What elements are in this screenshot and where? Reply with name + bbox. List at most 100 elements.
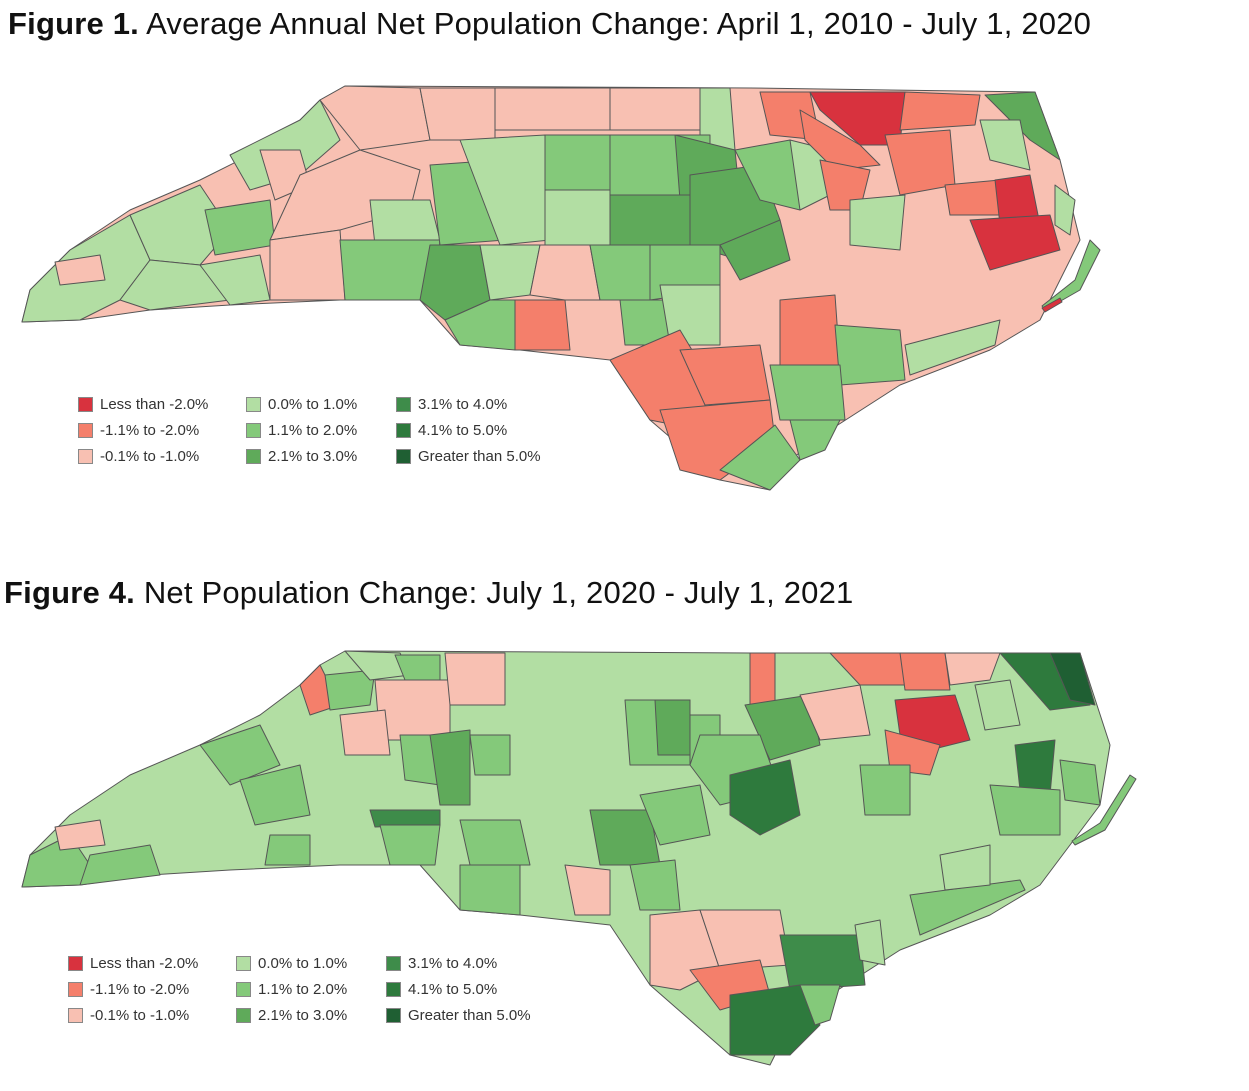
- county: [799, 984, 841, 1026]
- county: [989, 784, 1061, 836]
- county: [789, 419, 841, 461]
- legend-label: 0.0% to 1.0%: [268, 396, 358, 413]
- county: [834, 324, 906, 386]
- legend-item: 3.1% to 4.0%: [396, 396, 586, 413]
- county: [894, 694, 971, 751]
- county: [769, 364, 846, 421]
- county: [749, 652, 776, 706]
- county: [429, 729, 471, 806]
- county: [239, 764, 311, 826]
- legend-swatch: [68, 982, 83, 997]
- legend-item: 1.1% to 2.0%: [246, 422, 396, 439]
- county: [229, 99, 341, 191]
- legend-item: 4.1% to 5.0%: [386, 981, 576, 998]
- county: [779, 294, 841, 366]
- county: [979, 119, 1031, 171]
- county: [459, 864, 521, 916]
- legend-label: -1.1% to -2.0%: [90, 981, 190, 998]
- figure-4-title-lead: Figure 4.: [4, 575, 135, 610]
- legend-item: Greater than 5.0%: [386, 1007, 576, 1024]
- county: [884, 729, 941, 776]
- county: [779, 934, 866, 991]
- legend-swatch: [396, 397, 411, 412]
- legend-item: Greater than 5.0%: [396, 448, 586, 465]
- legend-item: 2.1% to 3.0%: [236, 1007, 386, 1024]
- figure-1: Figure 1. Average Annual Net Population …: [0, 0, 1249, 545]
- county: [854, 919, 886, 966]
- legend-item: Less than -2.0%: [78, 396, 246, 413]
- county: [659, 284, 721, 346]
- county: [529, 244, 601, 301]
- county: [419, 87, 496, 141]
- legend-swatch: [396, 423, 411, 438]
- nc-county-map-figure-4: [21, 650, 1137, 1066]
- county: [654, 699, 691, 756]
- legend-swatch: [236, 956, 251, 971]
- county: [629, 859, 681, 911]
- legend-figure-1: Less than -2.0% 0.0% to 1.0% 3.1% to 4.0…: [78, 396, 586, 465]
- county: [54, 819, 106, 851]
- legend-item: -0.1% to -1.0%: [78, 448, 246, 465]
- county: [809, 91, 906, 146]
- county: [514, 299, 571, 351]
- legend-label: -0.1% to -1.0%: [90, 1007, 190, 1024]
- county: [369, 199, 441, 246]
- legend-swatch: [386, 956, 401, 971]
- county: [494, 87, 611, 131]
- legend-swatch: [68, 956, 83, 971]
- legend-label: 4.1% to 5.0%: [418, 422, 508, 439]
- county: [324, 669, 376, 711]
- county: [379, 824, 441, 866]
- county: [1054, 184, 1076, 236]
- legend-label: 3.1% to 4.0%: [408, 955, 498, 972]
- legend-item: 0.0% to 1.0%: [246, 396, 396, 413]
- legend-item: 4.1% to 5.0%: [396, 422, 586, 439]
- county: [899, 652, 951, 691]
- county: [544, 134, 611, 191]
- legend-swatch: [246, 449, 261, 464]
- county: [79, 844, 161, 886]
- county: [799, 684, 871, 741]
- legend-label: 1.1% to 2.0%: [268, 422, 358, 439]
- legend-swatch: [396, 449, 411, 464]
- county: [974, 679, 1021, 731]
- legend-item: 3.1% to 4.0%: [386, 955, 576, 972]
- legend-label: 4.1% to 5.0%: [408, 981, 498, 998]
- legend-item: -1.1% to -2.0%: [68, 981, 236, 998]
- figure-1-title: Figure 1. Average Annual Net Population …: [8, 6, 1091, 42]
- legend-swatch: [246, 397, 261, 412]
- county: [469, 734, 511, 776]
- legend-swatch: [78, 423, 93, 438]
- figure-1-title-rest: Average Annual Net Population Change: Ap…: [139, 6, 1092, 41]
- legend-item: 2.1% to 3.0%: [246, 448, 396, 465]
- county: [339, 709, 391, 756]
- figure-4: Figure 4. Net Population Change: July 1,…: [0, 565, 1249, 1091]
- legend-label: 2.1% to 3.0%: [258, 1007, 348, 1024]
- county: [564, 864, 611, 916]
- legend-figure-4: Less than -2.0% 0.0% to 1.0% 3.1% to 4.0…: [68, 955, 576, 1024]
- county: [1059, 759, 1101, 806]
- nc-county-map-figure-1: [21, 85, 1101, 491]
- county: [269, 229, 346, 301]
- county: [544, 189, 611, 246]
- county: [904, 319, 1001, 376]
- legend-swatch: [386, 982, 401, 997]
- county: [999, 652, 1091, 711]
- legend-swatch: [236, 1008, 251, 1023]
- figure-4-title: Figure 4. Net Population Change: July 1,…: [4, 575, 854, 611]
- legend-label: Greater than 5.0%: [418, 448, 541, 465]
- legend-label: Greater than 5.0%: [408, 1007, 531, 1024]
- county: [944, 652, 1001, 686]
- legend-label: -1.1% to -2.0%: [100, 422, 200, 439]
- county: [459, 819, 531, 866]
- legend-label: -0.1% to -1.0%: [100, 448, 200, 465]
- legend-item: -1.1% to -2.0%: [78, 422, 246, 439]
- county: [444, 652, 506, 706]
- county: [639, 784, 711, 846]
- county: [1041, 297, 1063, 313]
- legend-label: 3.1% to 4.0%: [418, 396, 508, 413]
- county: [589, 244, 651, 301]
- legend-swatch: [78, 397, 93, 412]
- legend-label: Less than -2.0%: [100, 396, 209, 413]
- county: [969, 214, 1061, 271]
